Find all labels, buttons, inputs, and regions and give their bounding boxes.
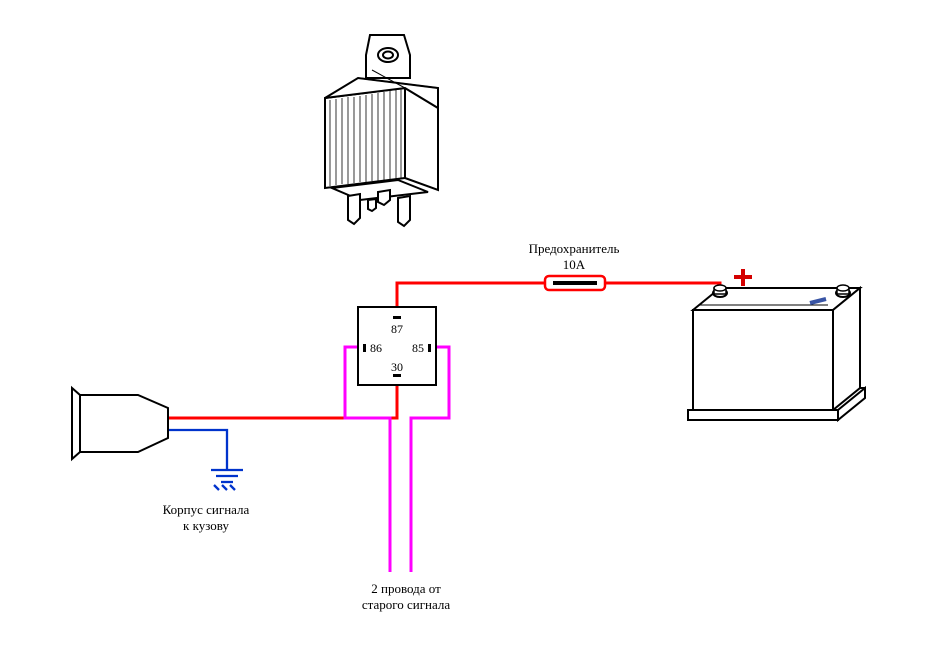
- wire-blue-ground: [168, 430, 227, 470]
- relay-schematic: 87 86 85 30: [358, 307, 436, 385]
- wiring-diagram: 87 86 85 30: [0, 0, 936, 662]
- wire-red-horn: [168, 385, 397, 418]
- ground-label: Корпус сигнала к кузову: [146, 502, 266, 533]
- signal-wires-label: 2 провода от старого сигнала: [346, 581, 466, 612]
- relay-3d-icon: [325, 35, 438, 226]
- pin-87-label: 87: [391, 322, 403, 336]
- pin-30-label: 30: [391, 360, 403, 374]
- battery-icon: [688, 269, 865, 420]
- wire-red-main: [397, 283, 545, 307]
- pin-85-label: 85: [412, 341, 424, 355]
- wire-red-battery: [606, 283, 720, 290]
- pin-86-label: 86: [370, 341, 382, 355]
- fuse: [545, 276, 605, 290]
- horn-icon: [72, 388, 168, 459]
- fuse-label: Предохранитель 10А: [514, 241, 634, 272]
- ground-symbol: [211, 470, 243, 490]
